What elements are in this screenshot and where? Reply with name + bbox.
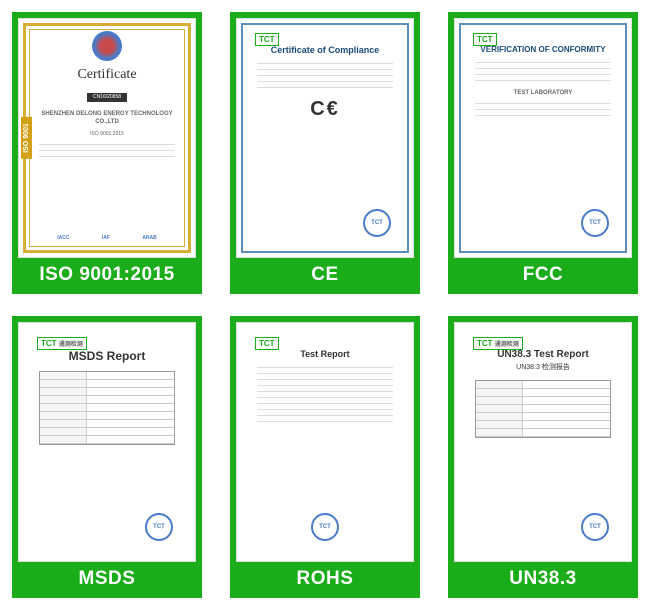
company-name: SHENZHEN DELONG ENERGY TECHNOLOGY CO.,LT… <box>39 110 175 127</box>
tct-logo: TCT 通测检测 <box>473 337 523 350</box>
tct-logo: TCT <box>255 337 279 350</box>
cert-label-fcc: FCC <box>454 258 632 294</box>
ce-mark: C€ <box>245 98 405 121</box>
stamp-icon: TCT <box>363 209 391 237</box>
cert-card-un383: TCT 通测检测 UN38.3 Test Report UN38.3 检测报告 … <box>448 316 638 598</box>
cert-title-fcc: VERIFICATION OF CONFORMITY <box>463 45 623 54</box>
msds-table <box>39 371 175 445</box>
cert-image-msds: TCT 通测检测 MSDS Report TCT <box>18 322 196 562</box>
stamp-icon: TCT <box>145 513 173 541</box>
cert-title-msds: MSDS Report <box>27 349 187 363</box>
certificate-grid: ISO 9001 Certificate CN16/20858 SHENZHEN… <box>12 12 638 598</box>
accreditation-logos: IACCIAFANAB <box>27 235 187 241</box>
tct-logo: TCT 通测检测 <box>37 337 87 350</box>
cert-script-title: Certificate <box>27 67 187 83</box>
emblem-icon <box>92 31 122 61</box>
cert-label-iso: ISO 9001:2015 <box>18 258 196 294</box>
un383-table <box>475 380 611 438</box>
cert-card-ce: TCT Certificate of Compliance C€ TCT CE <box>230 12 420 294</box>
cert-image-fcc: TCT VERIFICATION OF CONFORMITY TEST LABO… <box>454 18 632 258</box>
tct-logo: TCT <box>255 33 279 46</box>
cert-label-ce: CE <box>236 258 414 294</box>
stamp-icon: TCT <box>311 513 339 541</box>
cert-image-rohs: TCT Test Report TCT <box>236 322 414 562</box>
tct-logo: TCT <box>473 33 497 46</box>
cert-card-msds: TCT 通测检测 MSDS Report TCT <box>12 316 202 598</box>
cert-title-ce: Certificate of Compliance <box>245 45 405 55</box>
cert-card-rohs: TCT Test Report TCT ROHS <box>230 316 420 598</box>
cert-image-iso: ISO 9001 Certificate CN16/20858 SHENZHEN… <box>18 18 196 258</box>
cert-card-iso: ISO 9001 Certificate CN16/20858 SHENZHEN… <box>12 12 202 294</box>
cert-card-fcc: TCT VERIFICATION OF CONFORMITY TEST LABO… <box>448 12 638 294</box>
cert-label-msds: MSDS <box>18 562 196 598</box>
cert-image-un383: TCT 通测检测 UN38.3 Test Report UN38.3 检测报告 … <box>454 322 632 562</box>
stamp-icon: TCT <box>581 513 609 541</box>
cert-label-rohs: ROHS <box>236 562 414 598</box>
cert-image-ce: TCT Certificate of Compliance C€ TCT <box>236 18 414 258</box>
cert-title-un383: UN38.3 Test Report <box>463 349 623 360</box>
cert-subtitle-un383: UN38.3 检测报告 <box>463 362 623 372</box>
cert-title-rohs: Test Report <box>245 349 405 359</box>
stamp-icon: TCT <box>581 209 609 237</box>
cert-label-un383: UN38.3 <box>454 562 632 598</box>
